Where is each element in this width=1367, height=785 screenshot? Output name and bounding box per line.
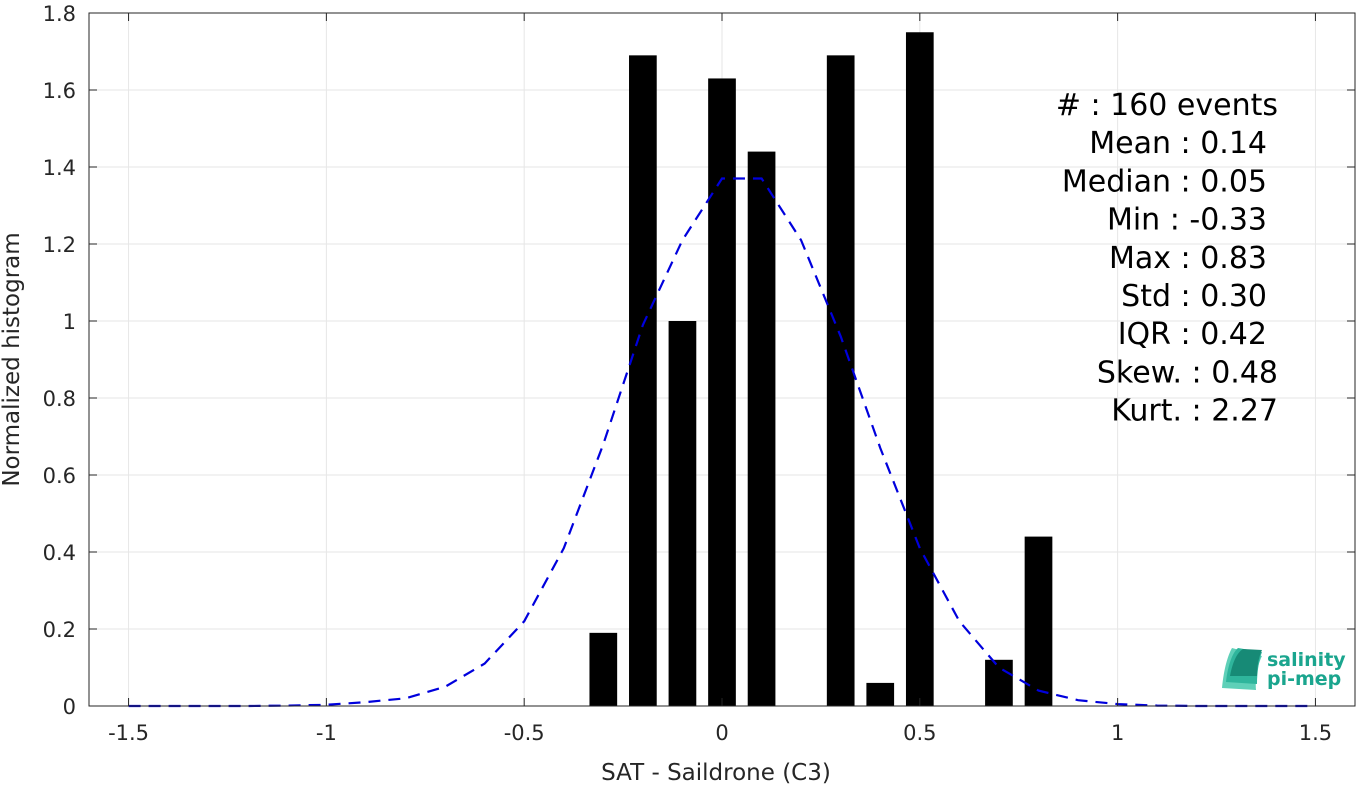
- histogram-bar: [1024, 536, 1053, 706]
- histogram-bar: [905, 32, 934, 706]
- salinity-pimep-logo: salinity pi-mep: [1222, 648, 1346, 690]
- x-tick-label: 0: [715, 721, 728, 745]
- y-tick-label: 0.2: [43, 618, 76, 642]
- stat-line: IQR : 0.42: [1118, 317, 1267, 352]
- stat-line: Skew. : 0.48: [1097, 355, 1278, 390]
- stat-line: Median : 0.05: [1062, 164, 1267, 199]
- stat-line: Std : 0.30: [1121, 279, 1267, 314]
- x-axis-label: SAT - Saildrone (C3): [601, 760, 831, 785]
- x-tick-label: -1.5: [108, 721, 149, 745]
- stat-line: Min : -0.33: [1107, 203, 1267, 238]
- histogram-bar: [589, 632, 618, 706]
- x-tick-label: 0.5: [903, 721, 936, 745]
- histogram-bar: [866, 682, 895, 706]
- x-tick-label: 1.5: [1299, 721, 1332, 745]
- wave-logo-icon: [1222, 648, 1262, 690]
- x-tick-label: -1: [316, 721, 337, 745]
- histogram-bar: [747, 151, 776, 707]
- logo-text-salinity: salinity: [1267, 649, 1346, 671]
- stat-line: Mean : 0.14: [1089, 126, 1267, 161]
- y-tick-label: 0: [63, 695, 76, 719]
- y-tick-label: 1: [63, 310, 76, 334]
- stat-line: # : 160 events: [1056, 88, 1278, 123]
- x-tick-label: 1: [1111, 721, 1124, 745]
- y-tick-label: 0.6: [43, 464, 76, 488]
- x-tick-label: -0.5: [504, 721, 545, 745]
- y-tick-label: 0.8: [43, 387, 76, 411]
- y-axis-ticks: 0 0.2 0.4 0.6 0.8 1 1.2 1.4 1.6 1.8: [43, 2, 1355, 719]
- y-tick-label: 1.2: [43, 233, 76, 257]
- y-axis-label: Normalized histogram: [0, 232, 25, 486]
- histogram-bar: [826, 55, 855, 707]
- logo-text-pimep: pi-mep: [1267, 668, 1341, 690]
- histogram-bar: [668, 321, 697, 706]
- histogram-bar: [629, 55, 657, 707]
- bars: [589, 32, 1053, 707]
- histogram-bar: [985, 659, 1013, 706]
- stat-line: Max : 0.83: [1109, 241, 1267, 276]
- stat-line: Kurt. : 2.27: [1111, 394, 1278, 429]
- y-tick-label: 0.4: [43, 541, 76, 565]
- y-tick-label: 1.8: [43, 2, 76, 26]
- y-tick-label: 1.4: [43, 156, 76, 180]
- histogram-bar: [708, 78, 736, 706]
- x-axis-ticks: -1.5 -1 -0.5 0 0.5 1 1.5: [108, 13, 1332, 745]
- y-tick-label: 1.6: [43, 79, 76, 103]
